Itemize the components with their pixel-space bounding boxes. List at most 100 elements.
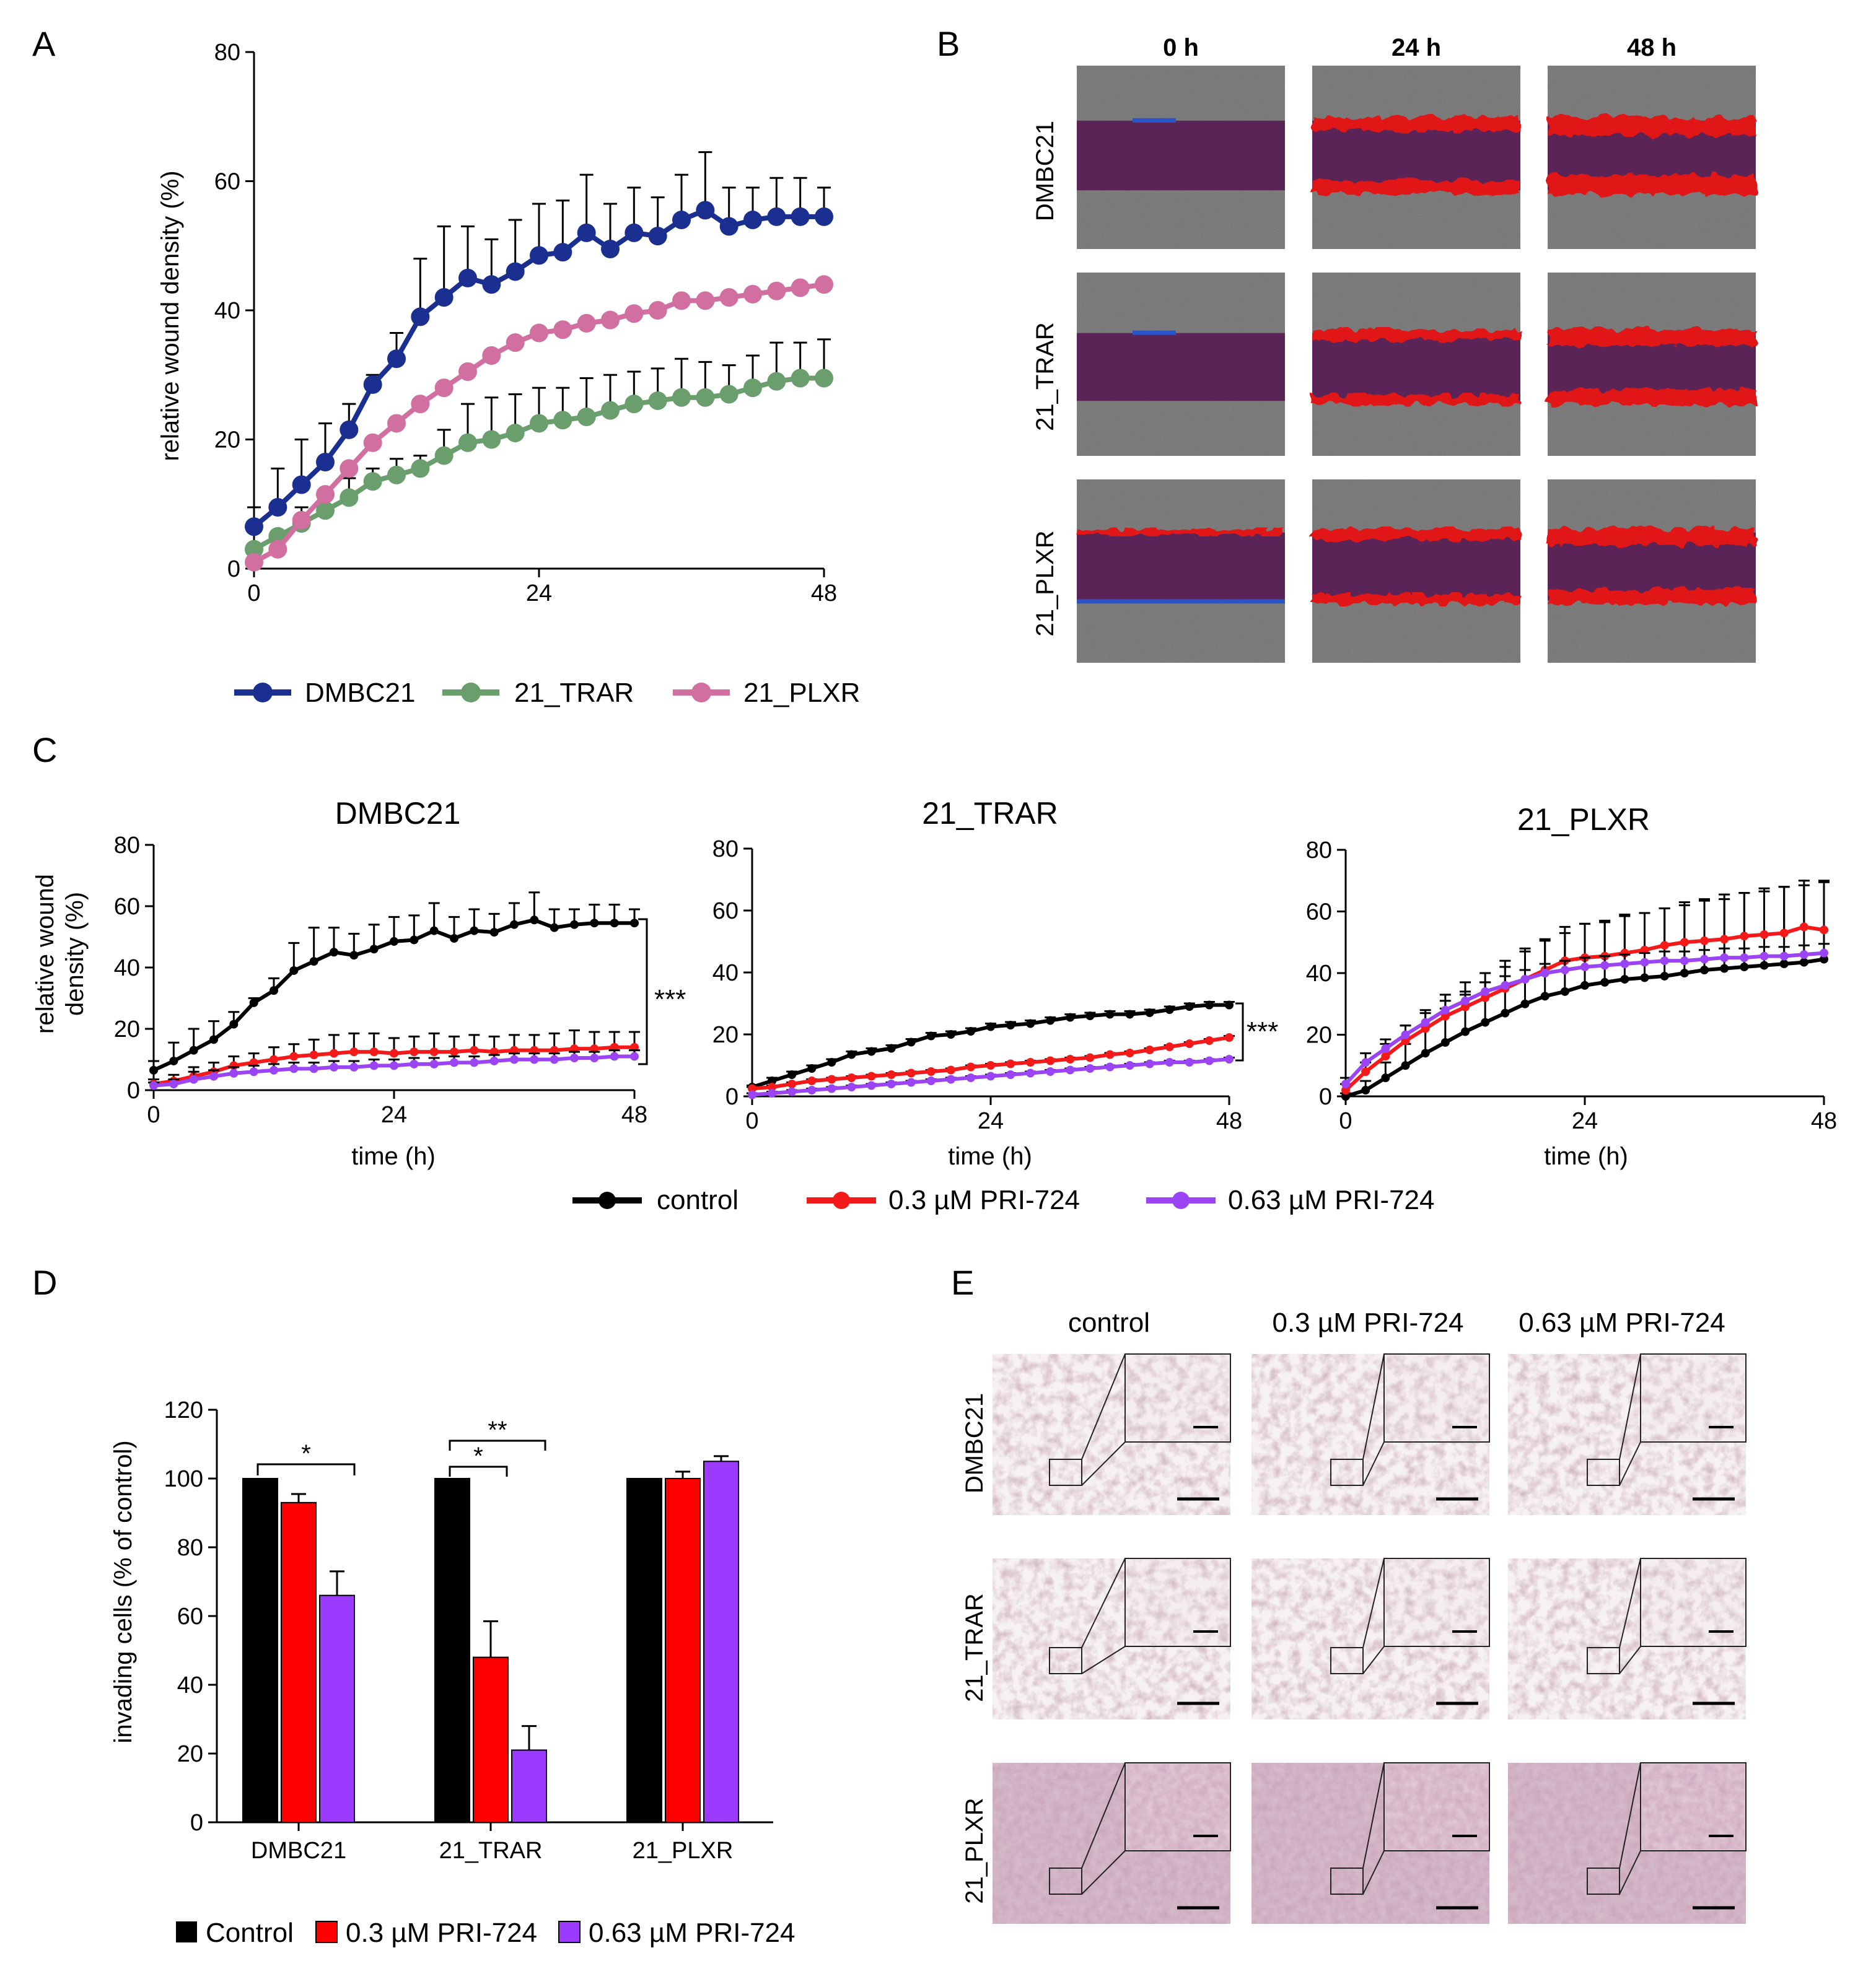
b-tile-r2-c1-edge-blue	[1133, 330, 1176, 335]
c2-xtick-label: 0	[745, 1108, 758, 1134]
c2-control-point	[1085, 1011, 1095, 1020]
c2-0-63-m-pri-724-point	[1046, 1067, 1055, 1076]
e-tile-r3-c3-zoom-line	[1619, 1762, 1641, 1869]
c1-0-63-m-pri-724-point	[330, 1062, 338, 1072]
e-tile-r1-c3-zoom-box	[1587, 1459, 1620, 1486]
b-tile-r1-c1-edge-blue	[1133, 118, 1176, 123]
d-bar-dmbc21-0-63-m-pri-724	[319, 1594, 355, 1823]
panel-letter-d: D	[32, 1263, 57, 1302]
c1-0-63-m-pri-724-point	[209, 1072, 218, 1081]
c2-control-point	[926, 1031, 936, 1041]
c3-ytick-label: 40	[1306, 961, 1332, 987]
a-dmbc21-point	[648, 227, 667, 246]
c1-0-3-m-pri-724-point	[390, 1049, 398, 1058]
c2-0-63-m-pri-724-point	[1225, 1055, 1234, 1064]
c2-0-3-m-pri-724-point	[887, 1070, 896, 1079]
c3-ytick-label: 80	[1306, 837, 1332, 863]
panel-b-row-label-dmbc21: DMBC21	[1032, 121, 1059, 221]
c3-control-point	[1361, 1086, 1370, 1095]
c2-ytick-label: 60	[712, 898, 739, 924]
c1-0-63-m-pri-724-point	[390, 1061, 398, 1070]
c2-control-point	[1006, 1021, 1015, 1029]
c2-0-3-m-pri-724-point	[926, 1067, 936, 1076]
legend-c-marker-control	[598, 1192, 616, 1209]
c2-control-point	[827, 1058, 836, 1067]
panel-e-header-high: 0.63 µM PRI-724	[1519, 1308, 1725, 1338]
panel-b-row-label-plxr: 21_PLXR	[1032, 530, 1059, 636]
e-tile-r1-c3-zoom-line	[1619, 1353, 1641, 1460]
c3-0-63-m-pri-724-point	[1520, 974, 1530, 984]
c3-0-63-m-pri-724-point	[1560, 966, 1569, 975]
b-tile-r3-c3-edge-top	[1548, 528, 1756, 545]
c2-0-3-m-pri-724-point	[1145, 1046, 1154, 1054]
legend-a-marker-trar	[461, 683, 481, 702]
e-tile-r3-c2-zoom-box	[1330, 1868, 1364, 1895]
c3-0-63-m-pri-724-point	[1381, 1044, 1390, 1053]
c2-0-63-m-pri-724-point	[787, 1087, 797, 1096]
b-tile-r3-c1-edge-blue	[1077, 599, 1285, 604]
a-dmbc21-point	[601, 239, 620, 258]
legend-a-marker-dmbc21	[253, 683, 273, 702]
c1-0-63-m-pri-724-point	[169, 1080, 178, 1089]
a-21-plxr-point	[648, 301, 667, 320]
c3-0-3-m-pri-724-point	[1680, 938, 1689, 947]
e-tile-r2-c1-zoom-box	[1049, 1647, 1082, 1674]
c1-control-point	[309, 957, 318, 966]
c3-0-63-m-pri-724-point	[1680, 956, 1689, 966]
b-tile-r3-c3-edge-bottom	[1548, 589, 1756, 605]
a-21-trar-point	[482, 430, 501, 449]
c2-0-3-m-pri-724-point	[1165, 1042, 1174, 1051]
c1-control-point	[289, 966, 299, 975]
a-21-trar-point	[672, 388, 691, 407]
chart-d-sig-trar-low: *	[473, 1443, 483, 1470]
c1-ytick-label: 0	[127, 1078, 140, 1104]
a-21-trar-point	[767, 372, 786, 391]
panel-e-row-label-trar: 21_TRAR	[961, 1593, 988, 1702]
c3-0-3-m-pri-724-point	[1421, 1024, 1430, 1033]
c2-0-3-m-pri-724-point	[1125, 1049, 1134, 1057]
d-ytick-label: 60	[177, 1604, 203, 1630]
a-dmbc21-point	[767, 207, 786, 226]
c1-ytick-label: 40	[114, 955, 140, 981]
a-dmbc21-point	[268, 497, 287, 517]
a-dmbc21-point	[815, 207, 833, 226]
c2-ytick-label: 20	[712, 1022, 739, 1048]
c3-0-3-m-pri-724-point	[1820, 925, 1828, 935]
chart-c2-significance: ***	[1235, 1002, 1278, 1062]
c3-0-63-m-pri-724-point	[1481, 987, 1490, 996]
legend-a-label-trar: 21_TRAR	[514, 678, 634, 708]
panel-b-wound-images: 0 h 24 h 48 h DMBC21 21_TRAR 21_PLXR	[1032, 34, 1756, 663]
c2-0-3-m-pri-724-point	[1006, 1059, 1015, 1068]
c3-control-point	[1540, 992, 1549, 1001]
c1-0-63-m-pri-724-point	[530, 1055, 539, 1064]
c2-control-point	[1046, 1016, 1055, 1025]
e-tile-r3-c2-zoom-line	[1362, 1850, 1385, 1895]
c1-control-point	[570, 920, 579, 929]
c3-0-63-m-pri-724-point	[1700, 955, 1709, 964]
c3-0-63-m-pri-724-point	[1421, 1018, 1430, 1027]
c3-0-63-m-pri-724-point	[1540, 969, 1549, 977]
c3-0-3-m-pri-724-point	[1381, 1052, 1390, 1061]
c1-control-point	[450, 933, 458, 943]
c2-0-3-m-pri-724-point	[807, 1077, 817, 1085]
c1-0-3-m-pri-724-point	[309, 1051, 318, 1060]
c2-0-3-m-pri-724-point	[986, 1061, 995, 1070]
a-ytick-label: 0	[227, 556, 240, 582]
a-21-trar-point	[648, 391, 667, 410]
panel-e-header-low: 0.3 µM PRI-724	[1272, 1308, 1463, 1338]
c2-control-point	[1185, 1002, 1194, 1011]
legend-d-swatch-control	[176, 1921, 197, 1942]
c1-control-point	[510, 920, 519, 929]
c2-0-3-m-pri-724-point	[1105, 1050, 1115, 1059]
c2-control-point	[1026, 1019, 1035, 1028]
c1-0-3-m-pri-724-point	[369, 1047, 379, 1057]
c2-control-point	[867, 1047, 876, 1056]
c2-0-3-m-pri-724-point	[867, 1072, 876, 1081]
a-dmbc21-point	[743, 211, 762, 230]
panel-e-row-label-plxr: 21_PLXR	[961, 1798, 988, 1903]
c3-control-point	[1501, 1008, 1510, 1018]
chart-d-ylabel: invading cells (% of control)	[110, 1440, 137, 1743]
c3-control-point	[1461, 1027, 1470, 1036]
chart-d-invasion: 0 20 40 60 80 100 120 DMBC21 21_TRAR 21_PLXR	[164, 1397, 773, 1864]
